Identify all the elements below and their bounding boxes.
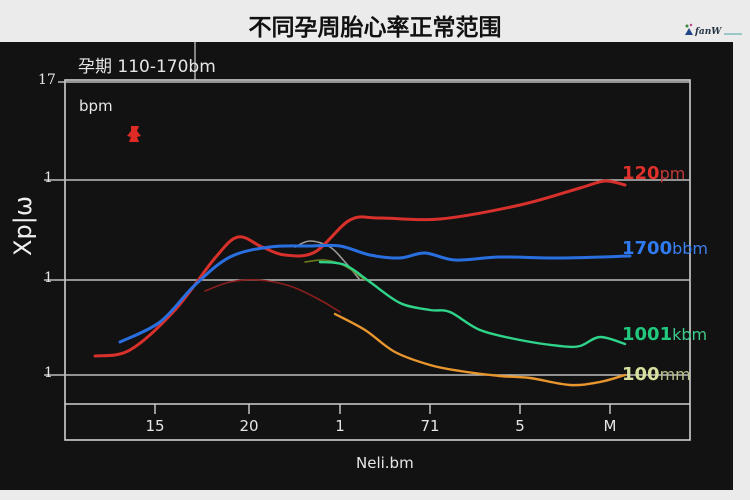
chart-panel xyxy=(0,42,733,490)
y-axis-label: Xp|ω xyxy=(9,196,37,256)
subtitle-range: 孕期 110-170bm xyxy=(78,57,216,77)
svg-text:fanW: fanW xyxy=(694,27,722,37)
x-tick-label: 5 xyxy=(515,417,525,435)
x-tick-label: 1 xyxy=(335,417,345,435)
series-line xyxy=(118,243,632,344)
series-line xyxy=(204,278,341,313)
legend-unit: kbm xyxy=(672,325,708,344)
series-line xyxy=(333,312,627,387)
legend-unit: bbm xyxy=(672,239,709,258)
legend-unit: mm xyxy=(659,365,691,384)
red-marker-icon xyxy=(127,126,141,142)
x-ticks xyxy=(154,404,611,414)
series-line xyxy=(318,260,627,349)
legend-unit: pm xyxy=(659,164,686,183)
legend-value: 1700 xyxy=(622,238,673,259)
y-tick-label: 1 xyxy=(44,270,53,286)
y-tick-label: 1 xyxy=(44,170,53,186)
legend-value: 1001 xyxy=(622,324,673,345)
x-tick-label: 15 xyxy=(145,417,165,435)
legend-item: 120pm xyxy=(622,163,685,184)
legend-item: 100mm xyxy=(622,364,691,385)
unit-label: bpm xyxy=(79,97,113,115)
legend-item: 1700bbm xyxy=(622,238,708,259)
chart-title: 不同孕周胎心率正常范围 xyxy=(248,15,502,41)
x-tick-label: 71 xyxy=(420,417,440,435)
x-tick-label: 20 xyxy=(239,417,259,435)
y-tick-label: 17 xyxy=(38,72,56,88)
legend-value: 120 xyxy=(622,163,660,184)
legend-item: 1001kbm xyxy=(622,324,707,345)
brand-logo-icon: fanW xyxy=(685,23,742,37)
series-lines xyxy=(93,179,632,387)
y-tick-label: 1 xyxy=(44,365,53,381)
legend-value: 100 xyxy=(622,364,660,385)
x-axis-label: Neli.bm xyxy=(356,454,414,472)
plot-frame xyxy=(64,79,691,441)
series-line xyxy=(93,179,627,358)
x-tick-label: M xyxy=(603,417,617,435)
